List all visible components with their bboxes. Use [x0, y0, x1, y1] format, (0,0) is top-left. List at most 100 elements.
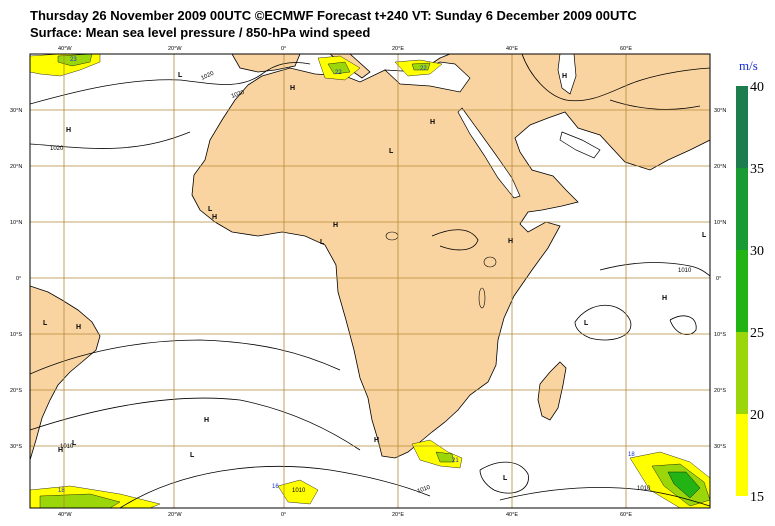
lon-label-40w-top: 40°W: [58, 46, 72, 52]
isobar-east-small: [669, 315, 697, 335]
graticule-labels: 40°W 20°W 0° 20°E 40°E 60°E 40°W 20°W 0°…: [10, 46, 726, 518]
south-america: [30, 285, 101, 461]
low-center: L: [208, 206, 213, 213]
legend-band-15-20: [736, 414, 748, 496]
iberia: [231, 54, 301, 73]
high-center: H: [430, 119, 435, 126]
isobar-central-africa: [431, 229, 479, 251]
high-center: H: [562, 73, 567, 80]
legend-band-25-30: [736, 250, 748, 332]
wind-labels: 23 22 22 18 18 16 21: [58, 57, 635, 494]
wind-shade-south-africa-inner: [435, 451, 455, 463]
isobar-label: 1020: [231, 89, 246, 99]
graticule: [30, 54, 710, 508]
lat-label-20n: 20°N: [10, 164, 22, 170]
isobar-label: 1020: [200, 70, 215, 81]
isobar-1010-south: [30, 339, 341, 375]
lat-label-0: 0°: [16, 276, 21, 282]
lake-tanganyika: [478, 287, 486, 309]
isobar-label: 1010: [292, 488, 306, 494]
high-center: H: [76, 324, 81, 331]
legend-band-30-35: [736, 168, 748, 250]
forecast-subtitle: Surface: Mean sea level pressure / 850-h…: [30, 25, 371, 40]
isobar-label: 1020: [50, 146, 64, 152]
isobar-1020-west: [30, 131, 191, 149]
lon-label-20e-top: 20°E: [392, 46, 404, 52]
lat-label-10n-right: 10°N: [714, 220, 726, 226]
africa-landmass: [191, 54, 710, 459]
legend-tick-20: 20: [750, 408, 764, 423]
isobar-1020-south: [30, 397, 361, 451]
lon-label-60e: 60°E: [620, 512, 632, 518]
isobar-india: [609, 99, 701, 110]
madagascar: [537, 361, 567, 421]
low-center: L: [702, 232, 707, 239]
caspian-sea: [557, 54, 577, 95]
lon-label-40e: 40°E: [506, 512, 518, 518]
wind-max-label: 22: [420, 66, 427, 72]
legend-unit: m/s: [739, 58, 758, 73]
legend-band-20-25: [736, 332, 748, 414]
isobar-1010-east: [599, 262, 710, 277]
lat-label-10n: 10°N: [10, 220, 22, 226]
lat-label-20s: 20°S: [10, 388, 22, 394]
lon-label-0: 0°: [281, 512, 286, 518]
lon-label-20w-top: 20°W: [168, 46, 182, 52]
lat-label-30n-right: 30°N: [714, 108, 726, 114]
legend-tick-25: 25: [750, 326, 764, 341]
legend-tick-15: 15: [750, 490, 764, 505]
isobar-label: 1010: [417, 484, 432, 494]
legend-tick-40: 40: [750, 80, 764, 95]
high-center: H: [212, 214, 217, 221]
wind-max-label: 18: [58, 488, 65, 494]
forecast-title: Thursday 26 November 2009 00UTC ©ECMWF F…: [30, 8, 637, 23]
isobar-1010-southeast: [499, 487, 710, 507]
wind-shade-south-center: [277, 479, 319, 505]
low-center: L: [43, 320, 48, 327]
isobar-label: 1010: [637, 486, 651, 492]
wind-shade-levant-inner: [411, 62, 431, 71]
high-center: H: [290, 85, 295, 92]
wind-shade-med-inner: [327, 61, 351, 75]
persian-gulf: [559, 131, 601, 159]
pressure-centers: H H H H H H H H H H H H L L L L L L L L …: [43, 72, 707, 482]
lon-label-0-top: 0°: [281, 46, 286, 52]
legend-tick-35: 35: [750, 162, 764, 177]
lon-label-20w: 20°W: [168, 512, 182, 518]
lat-label-20n-right: 20°N: [714, 164, 726, 170]
isobar-1010-south2: [119, 466, 431, 508]
isobar-east-loop: [574, 304, 632, 341]
low-center: L: [584, 320, 589, 327]
wind-shade-southwest-inner: [39, 493, 121, 508]
lat-label-10s: 10°S: [10, 332, 22, 338]
wind-max-label: 21: [452, 458, 459, 464]
lat-label-30s-right: 30°S: [714, 444, 726, 450]
wind-max-label: 23: [70, 57, 77, 63]
low-center: L: [503, 475, 508, 482]
lat-label-0-right: 0°: [716, 276, 721, 282]
wind-max-label: 18: [628, 452, 635, 458]
map-frame: [29, 53, 711, 509]
lat-label-20s-right: 20°S: [714, 388, 726, 394]
red-sea: [457, 107, 521, 199]
lon-label-20e: 20°E: [392, 512, 404, 518]
wind-shade-southeast-high: [667, 471, 701, 499]
lon-label-60e-top: 60°E: [620, 46, 632, 52]
lon-label-40w: 40°W: [58, 512, 72, 518]
high-center: H: [204, 417, 209, 424]
isobar-label: 1010: [60, 444, 74, 450]
lon-label-40e-top: 40°E: [506, 46, 518, 52]
lat-label-30n: 30°N: [10, 108, 22, 114]
wind-max-label: 16: [272, 484, 279, 490]
wind-shading: [30, 54, 710, 508]
isobar-label: 1010: [678, 268, 692, 274]
low-center: L: [178, 72, 183, 79]
isobars: [30, 54, 710, 508]
isobar-north-africa: [521, 54, 710, 102]
isobar-labels: 1020 1020 1020 1010 1010 1010 1010 1010: [50, 70, 692, 494]
low-center: L: [72, 440, 77, 447]
isobar-1020-north: [30, 62, 311, 105]
legend-band-35-40: [736, 86, 748, 168]
